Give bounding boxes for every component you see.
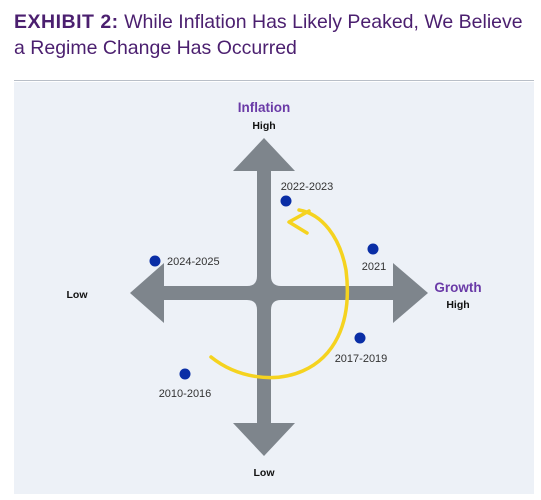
regime-arc [209,208,350,380]
growth-axis-title: Growth [434,280,481,295]
horizontal-axis-bar [164,286,394,300]
point-2024-2025: 2024-2025 [149,255,220,268]
cross-corner-fill [247,276,281,310]
exhibit-label: EXHIBIT 2: [14,11,119,33]
regime-change-arrow [209,208,350,380]
point-2017-2019: 2017-2019 [335,332,388,365]
point-label: 2022-2023 [281,181,334,193]
right-arrowhead-icon [393,263,428,323]
point-marker [367,243,379,255]
title-line-1: While Inflation Has Likely Peaked, We Be… [124,11,523,33]
point-label: 2024-2025 [167,256,220,268]
growth-high-label: High [446,299,469,311]
point-label: 2021 [362,261,386,273]
inflation-axis-title: Inflation [238,100,291,115]
point-marker [354,332,366,344]
left-arrowhead-icon [130,263,164,323]
point-marker [149,255,161,267]
point-label: 2017-2019 [335,353,388,365]
point-2021: 2021 [362,243,386,273]
point-label: 2010-2016 [159,388,212,400]
growth-low-label: Low [67,289,89,301]
point-marker [280,195,292,207]
point-marker [179,368,191,380]
down-arrowhead-icon [233,423,295,456]
axis-arrows [130,138,428,456]
title-divider [14,80,534,81]
inflation-low-label: Low [254,467,276,479]
title-line-2: a Regime Change Has Occurred [14,37,297,59]
inflation-high-label: High [252,120,275,132]
up-arrowhead-icon [233,138,295,171]
point-2010-2016: 2010-2016 [159,368,212,400]
regime-arrowhead-icon [287,209,311,235]
point-2022-2023: 2022-2023 [280,181,334,207]
exhibit-title: EXHIBIT 2: While Inflation Has Likely Pe… [14,9,534,61]
